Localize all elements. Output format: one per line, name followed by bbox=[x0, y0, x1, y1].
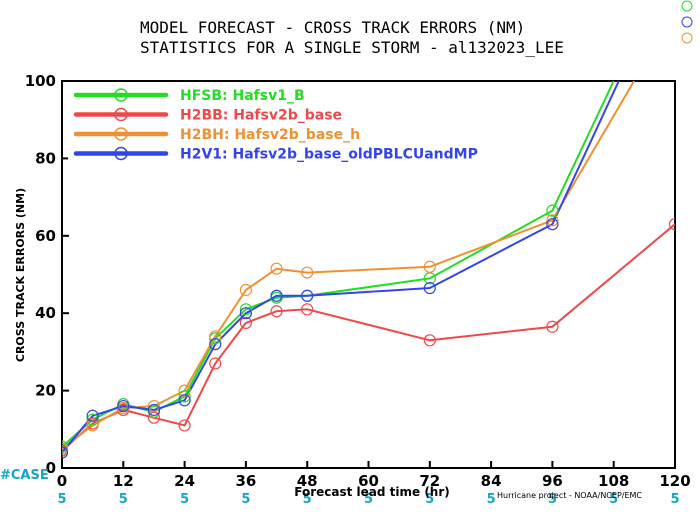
x-tick-label: 120 bbox=[659, 472, 690, 490]
series-line bbox=[62, 224, 675, 450]
chart-title: MODEL FORECAST - CROSS TRACK ERRORS (NM) bbox=[140, 18, 525, 37]
chart: MODEL FORECAST - CROSS TRACK ERRORS (NM)… bbox=[0, 0, 700, 526]
x-tick-label: 84 bbox=[481, 472, 502, 490]
top-right-green-marker bbox=[682, 1, 692, 11]
y-tick-label: 80 bbox=[35, 149, 56, 167]
case-count: 5 bbox=[180, 492, 189, 507]
legend: HFSB: Hafsv1_B H2BB: Hafsv2b_base H2BH: Ha… bbox=[68, 87, 478, 163]
case-count: 5 bbox=[487, 492, 496, 507]
case-count: 5 bbox=[241, 492, 250, 507]
case-label: #CASE bbox=[0, 468, 49, 483]
y-tick-label: 40 bbox=[35, 304, 56, 322]
chart-subtitle: STATISTICS FOR A SINGLE STORM - al132023… bbox=[140, 38, 564, 57]
credit-text: Hurricane project - NOAA/NCEP/EMC bbox=[497, 491, 642, 500]
y-axis-label: CROSS TRACK ERRORS (NM) bbox=[14, 188, 27, 362]
case-count: 5 bbox=[670, 492, 679, 507]
legend-label: HFSB: Hafsv1_B bbox=[180, 88, 305, 104]
legend-label: H2BH: Hafsv2b_base_h bbox=[180, 127, 360, 143]
y-tick-label: 60 bbox=[35, 227, 56, 245]
case-count: 5 bbox=[119, 492, 128, 507]
y-tick-label: 20 bbox=[35, 382, 56, 400]
x-tick-label: 12 bbox=[113, 472, 134, 490]
legend-label: H2BB: Hafsv2b_base bbox=[180, 108, 342, 124]
x-tick-label: 0 bbox=[57, 472, 67, 490]
legend-label: H2V1: Hafsv2b_base_oldPBLCUandMP bbox=[180, 147, 478, 163]
top-right-orange-marker bbox=[682, 33, 692, 43]
x-tick-label: 96 bbox=[542, 472, 563, 490]
x-tick-label: 24 bbox=[174, 472, 195, 490]
top-right-blue-marker bbox=[682, 17, 692, 27]
x-tick-label: 108 bbox=[598, 472, 629, 490]
case-count: 5 bbox=[57, 492, 66, 507]
x-axis-label: Forecast lead time (hr) bbox=[294, 485, 450, 499]
y-tick-label: 100 bbox=[25, 72, 56, 90]
x-tick-label: 36 bbox=[235, 472, 256, 490]
